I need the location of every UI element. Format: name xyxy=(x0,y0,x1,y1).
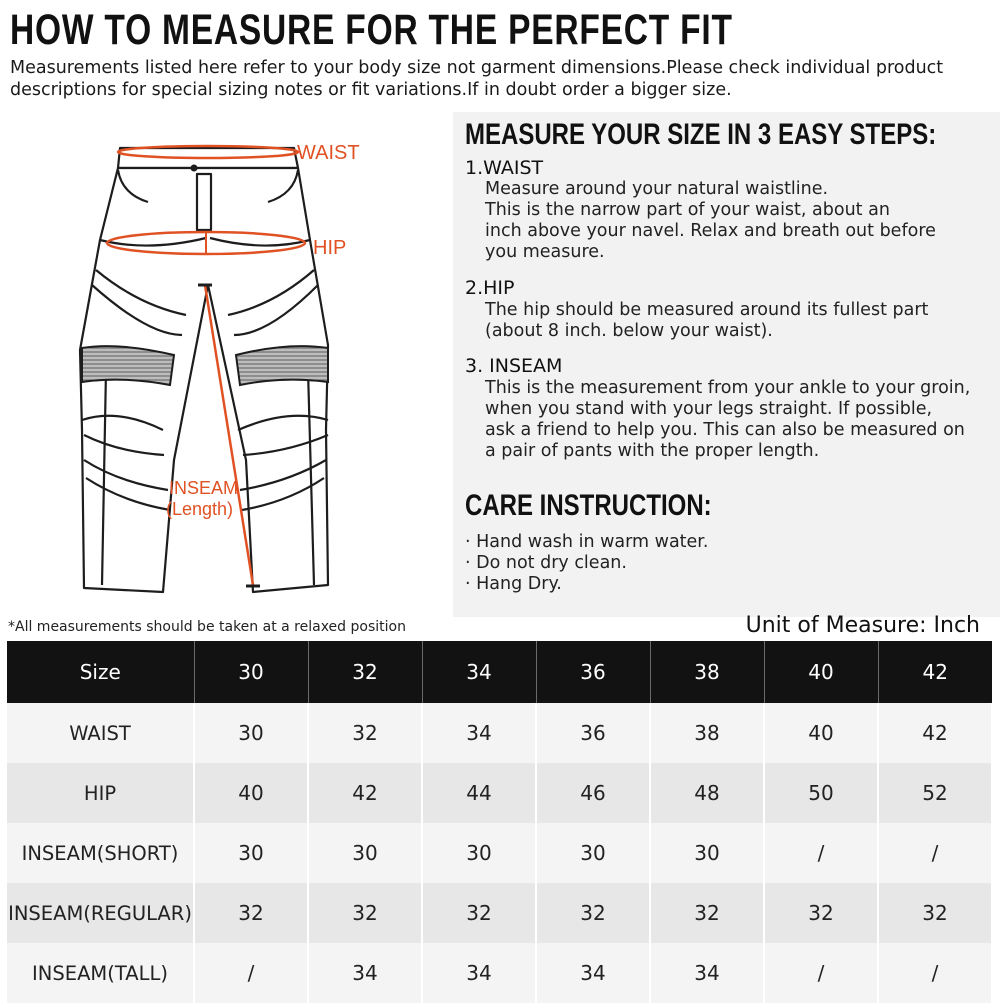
table-cell: / xyxy=(764,823,879,883)
table-row: INSEAM(TALL) / 34 34 34 34 / / xyxy=(7,943,993,1003)
row-label: HIP xyxy=(7,763,195,823)
measure-steps-panel: MEASURE YOUR SIZE IN 3 EASY STEPS: 1.WAI… xyxy=(453,112,1000,617)
table-header-cell: 32 xyxy=(308,641,423,703)
table-cell: 40 xyxy=(194,763,309,823)
table-cell: 30 xyxy=(650,823,765,883)
table-cell: 30 xyxy=(308,823,423,883)
inseam-callout: INSEAM xyxy=(169,478,239,498)
table-cell: 50 xyxy=(764,763,879,823)
row-label: INSEAM(TALL) xyxy=(7,943,195,1003)
table-cell: 36 xyxy=(536,703,651,763)
table-header-cell: 36 xyxy=(536,641,651,703)
row-label: INSEAM(SHORT) xyxy=(7,823,195,883)
table-cell: 34 xyxy=(650,943,765,1003)
care-item: · Do not dry clean. xyxy=(465,553,627,573)
table-cell: / xyxy=(764,943,879,1003)
table-cell: 30 xyxy=(194,823,309,883)
measurement-note: *All measurements should be taken at a r… xyxy=(8,619,406,635)
table-header-cell: Size xyxy=(7,641,195,703)
table-cell: 32 xyxy=(650,883,765,943)
table-cell: 34 xyxy=(308,943,423,1003)
table-cell: 32 xyxy=(764,883,879,943)
table-cell: 32 xyxy=(308,883,423,943)
table-cell: 38 xyxy=(650,703,765,763)
table-cell: 48 xyxy=(650,763,765,823)
step-inseam-desc: This is the measurement from your ankle … xyxy=(485,378,971,461)
table-cell: 34 xyxy=(536,943,651,1003)
table-cell: 34 xyxy=(422,703,537,763)
table-cell: 52 xyxy=(878,763,993,823)
table-header-cell: 42 xyxy=(878,641,992,703)
page-title: HOW TO MEASURE FOR THE PERFECT FIT xyxy=(10,6,733,54)
table-cell: 40 xyxy=(764,703,879,763)
table-cell: 46 xyxy=(536,763,651,823)
table-cell: 30 xyxy=(536,823,651,883)
table-cell: 32 xyxy=(194,883,309,943)
table-row: HIP 40 42 44 46 48 50 52 xyxy=(7,763,993,823)
table-cell: 44 xyxy=(422,763,537,823)
step-waist-desc: Measure around your natural waistline. T… xyxy=(485,179,936,262)
table-cell: 30 xyxy=(422,823,537,883)
table-row: INSEAM(SHORT) 30 30 30 30 30 / / xyxy=(7,823,993,883)
row-label: INSEAM(REGULAR) xyxy=(7,883,195,943)
table-header-cell: 40 xyxy=(764,641,879,703)
size-chart-table: Size 30 32 34 36 38 40 42 WAIST 30 32 34… xyxy=(7,641,993,1003)
waist-callout: WAIST xyxy=(297,142,360,164)
care-item: · Hang Dry. xyxy=(465,574,562,594)
care-item: · Hand wash in warm water. xyxy=(465,532,709,552)
table-header-cell: 30 xyxy=(194,641,309,703)
table-header-cell: 34 xyxy=(422,641,537,703)
table-cell: 42 xyxy=(878,703,993,763)
table-cell: 34 xyxy=(422,943,537,1003)
unit-label: Unit of Measure: Inch xyxy=(745,613,980,638)
step-hip-desc: The hip should be measured around its fu… xyxy=(485,300,929,341)
table-header-cell: 38 xyxy=(650,641,765,703)
step-hip-title: 2.HIP xyxy=(465,277,515,299)
table-cell: 32 xyxy=(308,703,423,763)
table-cell: 32 xyxy=(878,883,993,943)
table-row: WAIST 30 32 34 36 38 40 42 xyxy=(7,703,993,763)
table-cell: 32 xyxy=(536,883,651,943)
step-waist-title: 1.WAIST xyxy=(465,157,544,179)
table-row: INSEAM(REGULAR) 32 32 32 32 32 32 32 xyxy=(7,883,993,943)
table-cell: / xyxy=(878,823,993,883)
inseam-length-callout: (Length) xyxy=(166,499,234,519)
page-subtitle: Measurements listed here refer to your b… xyxy=(10,58,944,100)
table-cell: / xyxy=(878,943,993,1003)
table-cell: / xyxy=(194,943,309,1003)
steps-heading: MEASURE YOUR SIZE IN 3 EASY STEPS: xyxy=(465,118,937,151)
table-header-row: Size 30 32 34 36 38 40 42 xyxy=(7,641,992,703)
table-cell: 32 xyxy=(422,883,537,943)
row-label: WAIST xyxy=(7,703,195,763)
table-cell: 42 xyxy=(308,763,423,823)
pants-outline-icon xyxy=(78,130,338,609)
hip-callout: HIP xyxy=(313,237,347,259)
care-heading: CARE INSTRUCTION: xyxy=(465,489,712,522)
table-cell: 30 xyxy=(194,703,309,763)
step-inseam-title: 3. INSEAM xyxy=(465,355,563,377)
